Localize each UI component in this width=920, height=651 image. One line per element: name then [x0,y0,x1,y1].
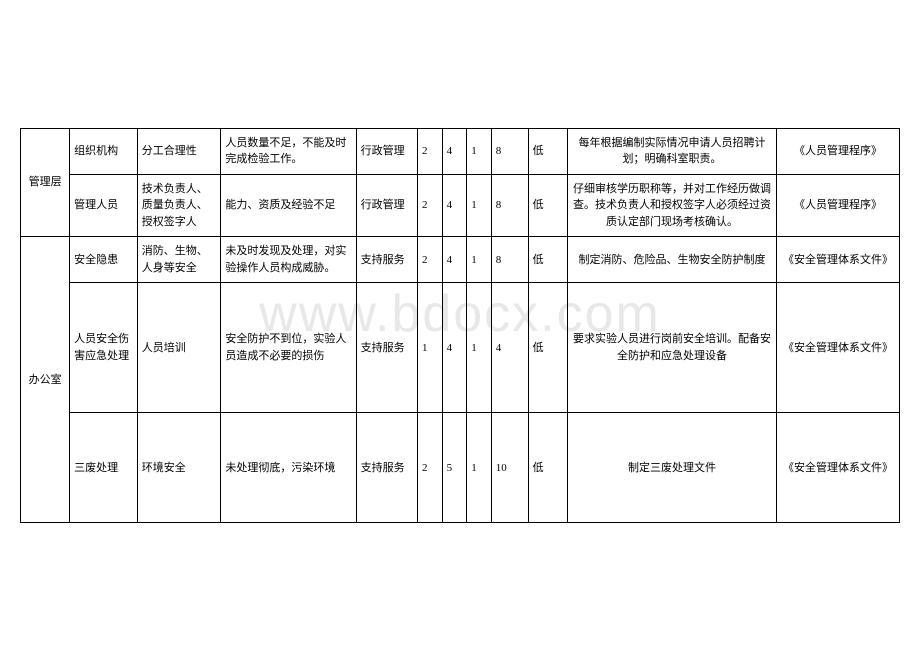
cell-measure: 制定消防、危险品、生物安全防护制度 [567,237,776,283]
cell-subcategory: 环境安全 [137,413,221,523]
cell-n4: 8 [491,128,528,174]
table-row: 管理层 组织机构 分工合理性 人员数量不足，不能及时完成检验工作。 行政管理 2… [21,128,900,174]
table-row: 办公室 安全隐患 消防、生物、人身等安全 未及时发现及处理，对实验操作人员构成威… [21,237,900,283]
cell-n2: 4 [442,174,467,237]
cell-n4: 8 [491,174,528,237]
cell-reference: 《安全管理体系文件》 [776,237,899,283]
cell-subcategory: 技术负责人、质量负责人、授权签字人 [137,174,221,237]
cell-n3: 1 [467,413,492,523]
cell-reference: 《安全管理体系文件》 [776,283,899,413]
cell-n3: 1 [467,237,492,283]
cell-n1: 2 [418,128,443,174]
cell-n3: 1 [467,174,492,237]
cell-level: 低 [528,413,567,523]
cell-level: 低 [528,174,567,237]
cell-n1: 2 [418,413,443,523]
cell-dept: 支持服务 [356,237,417,283]
table-row: 三废处理 环境安全 未处理彻底，污染环境 支持服务 2 5 1 10 低 制定三… [21,413,900,523]
table-row: 人员安全伤害应急处理 人员培训 安全防护不到位，实验人员造成不必要的损伤 支持服… [21,283,900,413]
cell-group: 管理层 [21,128,70,237]
cell-level: 低 [528,283,567,413]
cell-n3: 1 [467,283,492,413]
cell-n2: 4 [442,283,467,413]
cell-subcategory: 分工合理性 [137,128,221,174]
cell-risk-desc: 能力、资质及经验不足 [221,174,356,237]
cell-category: 安全隐患 [70,237,138,283]
cell-dept: 行政管理 [356,128,417,174]
risk-table: 管理层 组织机构 分工合理性 人员数量不足，不能及时完成检验工作。 行政管理 2… [20,128,900,524]
cell-reference: 《人员管理程序》 [776,174,899,237]
cell-level: 低 [528,237,567,283]
cell-reference: 《人员管理程序》 [776,128,899,174]
cell-subcategory: 消防、生物、人身等安全 [137,237,221,283]
cell-n2: 4 [442,128,467,174]
cell-category: 管理人员 [70,174,138,237]
cell-n1: 1 [418,283,443,413]
cell-n4: 10 [491,413,528,523]
cell-group: 办公室 [21,237,70,523]
cell-measure: 仔细审核学历职称等，并对工作经历做调查。技术负责人和授权签字人必须经过资质认定部… [567,174,776,237]
cell-subcategory: 人员培训 [137,283,221,413]
cell-n4: 8 [491,237,528,283]
cell-n2: 4 [442,237,467,283]
cell-n3: 1 [467,128,492,174]
cell-dept: 支持服务 [356,413,417,523]
cell-risk-desc: 安全防护不到位，实验人员造成不必要的损伤 [221,283,356,413]
cell-risk-desc: 未及时发现及处理，对实验操作人员构成威胁。 [221,237,356,283]
cell-measure: 每年根据编制实际情况申请人员招聘计划；明确科室职责。 [567,128,776,174]
cell-category: 人员安全伤害应急处理 [70,283,138,413]
cell-measure: 要求实验人员进行岗前安全培训。配备安全防护和应急处理设备 [567,283,776,413]
cell-n1: 2 [418,174,443,237]
cell-n1: 2 [418,237,443,283]
cell-dept: 支持服务 [356,283,417,413]
table-row: 管理人员 技术负责人、质量负责人、授权签字人 能力、资质及经验不足 行政管理 2… [21,174,900,237]
cell-reference: 《安全管理体系文件》 [776,413,899,523]
cell-risk-desc: 人员数量不足，不能及时完成检验工作。 [221,128,356,174]
cell-level: 低 [528,128,567,174]
cell-dept: 行政管理 [356,174,417,237]
cell-measure: 制定三废处理文件 [567,413,776,523]
cell-risk-desc: 未处理彻底，污染环境 [221,413,356,523]
cell-n4: 4 [491,283,528,413]
cell-category: 组织机构 [70,128,138,174]
cell-n2: 5 [442,413,467,523]
cell-category: 三废处理 [70,413,138,523]
